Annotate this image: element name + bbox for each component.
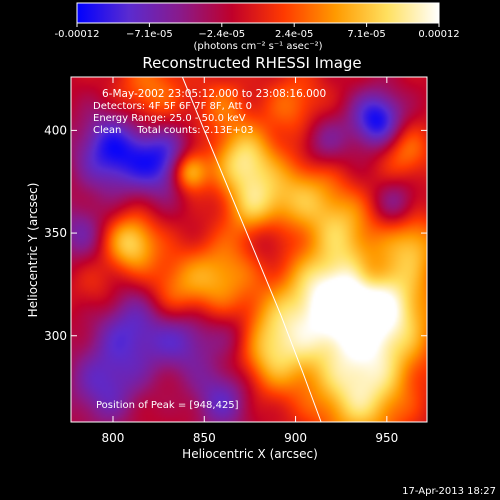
annotation-block: 6-May-2002 23:05:12.000 to 23:08:16.000 … [93,88,326,136]
colorbar-gradient [76,2,440,24]
colorbar-tick-label: -0.00012 [55,29,100,40]
colorbar-tick-label: −7.1e-05 [126,29,173,40]
chart-title: Reconstructed RHESSI Image [142,54,361,72]
colorbar-tick-label: 0.00012 [418,29,459,40]
y-axis-ticks: 300 350 400 [44,123,427,343]
x-axis-ticks: 800 850 900 950 [102,77,398,445]
annotation-clean-counts: Clean Total counts: 2.13E+03 [93,125,253,136]
plot-area: 800 850 900 950 300 350 400 6-May-2002 23:05:… [44,76,428,445]
x-tick-label: 950 [375,431,398,445]
solar-limb-curve [181,76,322,423]
footer-date: 17-Apr-2013 18:27 [402,486,496,497]
x-axis-label: Heliocentric X (arcsec) [182,447,318,461]
colorbar-unit-label: (photons cm⁻² s⁻¹ asec⁻²) [193,41,322,52]
x-tick-label: 800 [102,431,125,445]
y-tick-label: 350 [44,226,67,240]
x-tick-label: 850 [193,431,216,445]
colorbar: -0.00012 −7.1e-05 −2.4e-05 2.4e-05 7.1e-05 0.… [55,2,460,52]
y-tick-label: 300 [44,329,67,343]
annotation-time-range: 6-May-2002 23:05:12.000 to 23:08:16.000 [102,88,326,100]
plot-frame [70,76,428,423]
annotation-energy-range: Energy Range: 25.0 - 50.0 keV [93,113,246,124]
y-axis-label: Heliocentric Y (arcsec) [26,183,40,318]
annotation-detectors: Detectors: 4F 5F 6F 7F 8F, Att 0 [93,101,252,112]
colorbar-tick-label: 2.4e-05 [275,29,313,40]
x-tick-label: 900 [284,431,307,445]
y-tick-label: 400 [44,123,67,137]
peak-position-label: Position of Peak = [948,425] [96,400,239,411]
colorbar-tick-label: 7.1e-05 [347,29,385,40]
colorbar-tick-label: −2.4e-05 [198,29,245,40]
colorbar-ticks: -0.00012 −7.1e-05 −2.4e-05 2.4e-05 7.1e-05 0.… [55,23,460,40]
heatmap-image [71,77,427,422]
